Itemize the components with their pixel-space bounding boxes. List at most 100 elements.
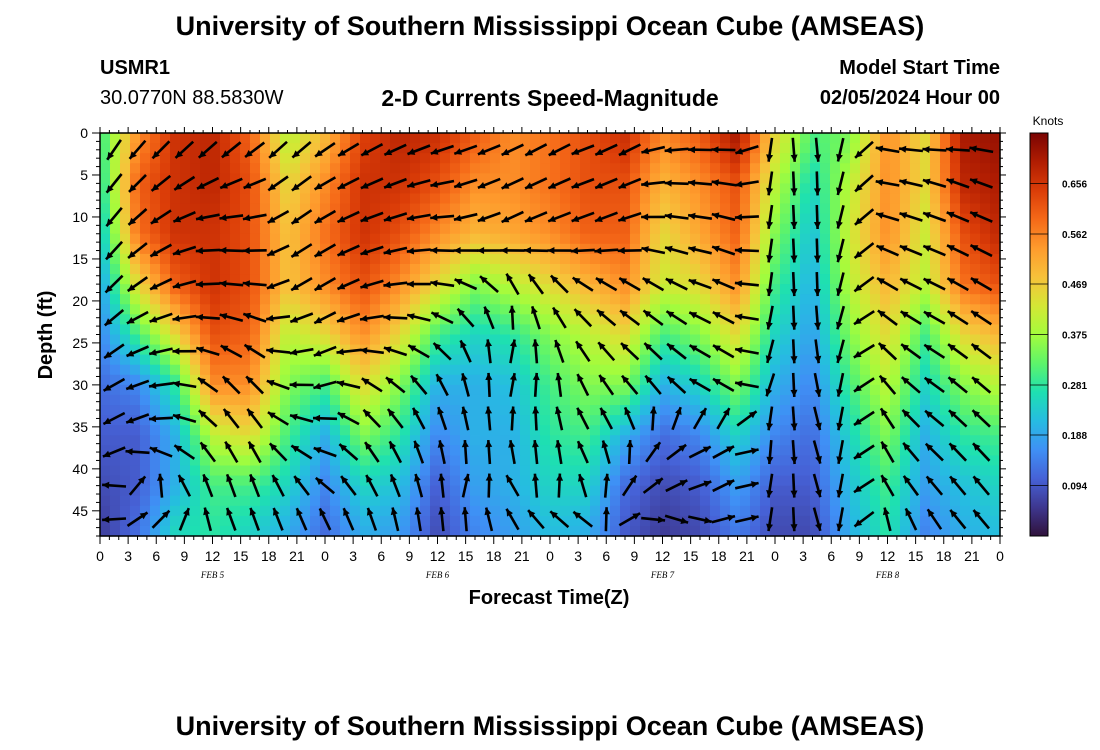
heatmap-cell <box>830 505 841 517</box>
heatmap-cell <box>930 505 941 517</box>
heatmap-cell <box>660 274 671 285</box>
current-arrow <box>336 348 361 356</box>
heatmap-cell <box>990 505 1001 517</box>
heatmap-cell <box>410 485 421 497</box>
heatmap-cell <box>100 294 111 305</box>
heatmap-cell <box>790 425 801 436</box>
heatmap-cell <box>850 263 861 275</box>
heatmap-cell <box>820 253 831 265</box>
arrow-head <box>555 440 562 448</box>
heatmap-cell <box>360 304 371 315</box>
heatmap-cell <box>720 525 731 537</box>
arrow-head <box>766 456 774 464</box>
heatmap-cell <box>410 294 421 305</box>
heatmap-cell <box>150 425 161 436</box>
current-arrow <box>836 171 845 196</box>
heatmap-cell <box>430 354 441 366</box>
heatmap-cell <box>210 425 221 436</box>
current-arrow <box>548 143 571 157</box>
heatmap-cell <box>450 515 461 527</box>
arrow-head <box>899 212 908 219</box>
heatmap-cell <box>350 193 361 205</box>
heatmap-cell <box>440 505 451 517</box>
current-arrow <box>790 372 798 397</box>
arrow-head <box>766 187 774 196</box>
heatmap-cell <box>880 435 891 446</box>
heatmap-cell <box>890 314 901 326</box>
current-arrow <box>813 406 822 431</box>
arrow-head <box>430 246 438 254</box>
heatmap-cell <box>170 324 181 336</box>
heatmap-cell <box>880 415 891 426</box>
heatmap-cell <box>120 233 131 245</box>
heatmap-cell <box>560 243 571 255</box>
heatmap-cell <box>320 324 331 336</box>
current-arrow <box>688 515 712 524</box>
current-arrow <box>972 475 990 496</box>
heatmap-cell <box>820 304 831 315</box>
heatmap-cell <box>760 415 771 426</box>
heatmap-cell <box>250 364 261 376</box>
arrow-head <box>128 217 137 225</box>
heatmap-cell <box>230 475 241 487</box>
heatmap-cell <box>330 354 341 366</box>
current-arrow <box>549 510 570 529</box>
heatmap-cell <box>110 314 121 326</box>
arrow-head <box>836 422 844 431</box>
heatmap-cell <box>170 243 181 255</box>
heatmap-cell <box>900 485 911 497</box>
heatmap-cell <box>970 455 981 467</box>
heatmap-cell <box>290 223 301 235</box>
heatmap-cell <box>540 435 551 446</box>
heatmap-cell <box>470 193 481 205</box>
heatmap-cell <box>970 495 981 507</box>
heatmap-cell <box>230 485 241 497</box>
heatmap-cell <box>770 485 781 497</box>
heatmap-cell <box>460 314 471 326</box>
heatmap-cell <box>430 374 441 386</box>
heatmap-cell <box>370 374 381 386</box>
heatmap-cell <box>660 263 671 275</box>
current-arrow <box>688 445 712 459</box>
heatmap-cell <box>790 495 801 507</box>
heatmap-cell <box>620 415 631 426</box>
heatmap-cell <box>220 394 231 406</box>
heatmap-cell <box>770 213 781 225</box>
heatmap-cell <box>950 294 961 305</box>
heatmap-cell <box>460 203 471 215</box>
arrow-head <box>751 514 759 522</box>
heatmap-cell <box>170 374 181 386</box>
heatmap-cell <box>940 465 951 477</box>
arrow-head <box>751 447 759 455</box>
heatmap-cell <box>880 284 891 295</box>
heatmap-cell <box>570 143 581 154</box>
heatmap-cell <box>940 274 951 285</box>
current-arrow <box>390 507 400 532</box>
heatmap-cell <box>280 415 291 426</box>
arrow-head <box>620 310 628 318</box>
heatmap-cell <box>880 183 891 195</box>
heatmap-cell <box>500 515 511 527</box>
heatmap-cell <box>770 243 781 255</box>
heatmap-cell <box>410 364 421 376</box>
arrow-head <box>664 179 672 187</box>
heatmap-cell <box>410 455 421 467</box>
heatmap-cell <box>320 475 331 487</box>
heatmap-cell <box>420 334 431 346</box>
arrow-head <box>172 248 181 256</box>
arrow-head <box>337 249 346 256</box>
heatmap-cell <box>890 253 901 265</box>
heatmap-cell <box>160 253 171 265</box>
heatmap-cell <box>800 314 811 326</box>
heatmap-cell <box>990 133 1001 144</box>
heatmap-cell <box>290 465 301 477</box>
heatmap-cell <box>110 213 121 225</box>
heatmap-cell <box>450 153 461 164</box>
heatmap-cell <box>370 405 381 416</box>
heatmap-cell <box>390 193 401 205</box>
heatmap-cell <box>450 384 461 396</box>
heatmap-cell <box>670 213 681 225</box>
heatmap-cell <box>950 203 961 215</box>
heatmap-cell <box>520 304 531 315</box>
heatmap-cell <box>520 284 531 295</box>
